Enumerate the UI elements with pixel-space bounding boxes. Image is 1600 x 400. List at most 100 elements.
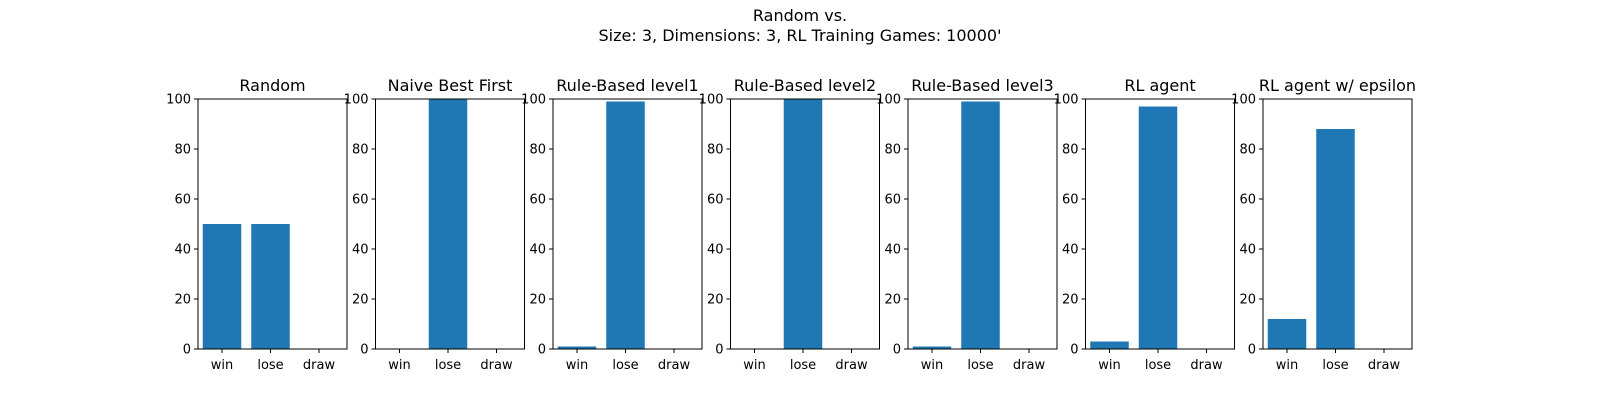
y-tick-label: 80: [352, 143, 369, 158]
subplot-title: Rule-Based level3: [911, 76, 1053, 95]
y-tick-label: 60: [1062, 193, 1079, 208]
y-tick-label: 60: [352, 193, 369, 208]
plot-frame: [552, 98, 703, 350]
bar-lose: [961, 101, 1000, 349]
x-tick-label-lose: lose: [612, 358, 638, 373]
subplot-title: Rule-Based level1: [556, 76, 698, 95]
y-tick-label: 20: [1239, 293, 1256, 308]
subplot-title: RL agent w/ epsilon: [1259, 76, 1416, 95]
bar-win: [557, 346, 597, 349]
x-tick-label-lose: lose: [435, 358, 461, 373]
y-tick-label: 60: [884, 193, 901, 208]
y-tick-label: 80: [884, 143, 901, 158]
y-tick-label: 80: [707, 143, 724, 158]
bar-win: [1090, 341, 1129, 349]
y-tick-label: 80: [1062, 143, 1079, 158]
bar-lose: [783, 99, 823, 349]
plot-frame: [907, 98, 1058, 350]
x-tick-label-win: win: [743, 358, 765, 373]
bar-lose: [606, 101, 645, 349]
y-tick-label: 20: [174, 293, 191, 308]
x-tick-label-draw: draw: [303, 358, 336, 373]
x-tick-label-draw: draw: [1368, 358, 1401, 373]
figure-title-line1: Random vs.: [752, 6, 848, 25]
figure-title-line2: Size: 3, Dimensions: 3, RL Training Game…: [598, 26, 1002, 45]
y-tick-label: 100: [521, 93, 546, 108]
subplot-title: Rule-Based level2: [734, 76, 876, 95]
y-tick-label: 20: [707, 293, 724, 308]
y-tick-label: 100: [1054, 93, 1079, 108]
x-tick-label-win: win: [1098, 358, 1120, 373]
x-tick-label-lose: lose: [1145, 358, 1171, 373]
bar-lose: [251, 224, 290, 349]
y-tick-label: 0: [715, 343, 723, 358]
x-tick-label-lose: lose: [790, 358, 816, 373]
y-tick-label: 80: [529, 143, 546, 158]
x-tick-label-win: win: [388, 358, 410, 373]
y-tick-label: 40: [1239, 243, 1256, 258]
y-tick-label: 0: [360, 343, 368, 358]
y-tick-label: 60: [529, 193, 546, 208]
y-tick-label: 20: [529, 293, 546, 308]
plot-frame: [730, 98, 880, 350]
subplot-title: Naive Best First: [388, 76, 513, 95]
subplot-1: Random 0 20 40 60 80 100 win lose draw: [166, 76, 348, 373]
y-tick-label: 40: [884, 243, 901, 258]
bar-win: [1267, 319, 1307, 349]
y-tick-label: 40: [707, 243, 724, 258]
x-tick-label-lose: lose: [1322, 358, 1348, 373]
x-tick-label-win: win: [1276, 358, 1298, 373]
y-tick-label: 100: [344, 93, 369, 108]
y-tick-label: 20: [884, 293, 901, 308]
y-tick-label: 0: [183, 343, 191, 358]
y-tick-label: 60: [707, 193, 724, 208]
y-tick-label: 0: [1070, 343, 1078, 358]
bar-win: [202, 224, 242, 349]
bar-win: [912, 346, 952, 349]
y-tick-label: 40: [529, 243, 546, 258]
x-tick-label-win: win: [566, 358, 588, 373]
x-tick-label-win: win: [211, 358, 233, 373]
bar-lose: [428, 99, 468, 349]
y-tick-label: 0: [1248, 343, 1256, 358]
y-tick-label: 80: [1239, 143, 1256, 158]
x-tick-label-draw: draw: [835, 358, 868, 373]
x-tick-label-draw: draw: [1013, 358, 1046, 373]
y-tick-label: 100: [699, 93, 724, 108]
y-tick-label: 100: [876, 93, 901, 108]
plot-frame: [375, 98, 525, 350]
y-tick-label: 40: [174, 243, 191, 258]
plot-frame: [1085, 98, 1235, 350]
y-tick-label: 0: [893, 343, 901, 358]
y-tick-label: 100: [166, 93, 191, 108]
y-tick-label: 0: [538, 343, 546, 358]
x-tick-label-draw: draw: [658, 358, 691, 373]
y-tick-label: 20: [1062, 293, 1079, 308]
subplot-7: RL agent w/ epsilon 0 20 40 60 80 100 win lose dr…: [1231, 76, 1416, 373]
bar-lose: [1138, 106, 1178, 349]
subplot-6: RL agent 0 20 40 60 80 100 win lose draw: [1054, 76, 1235, 373]
subplot-title: RL agent: [1124, 76, 1195, 95]
y-tick-label: 80: [174, 143, 191, 158]
y-tick-label: 100: [1231, 93, 1256, 108]
x-tick-label-draw: draw: [480, 358, 513, 373]
x-tick-label-win: win: [921, 358, 943, 373]
subplot-3: Rule-Based level1 0 20 40 60 80 100 win lose draw: [521, 76, 703, 373]
subplot-4: Rule-Based level2 0 20 40 60 80 100 win lose draw: [699, 76, 880, 373]
x-tick-label-lose: lose: [967, 358, 993, 373]
plot-frame: [197, 98, 348, 350]
y-tick-label: 60: [1239, 193, 1256, 208]
y-tick-label: 20: [352, 293, 369, 308]
subplot-title: Random: [239, 76, 305, 95]
subplot-5: Rule-Based level3 0 20 40 60 80 100 win lose draw: [876, 76, 1058, 373]
bar-lose: [1316, 129, 1355, 349]
subplot-2: Naive Best First 0 20 40 60 80 100 win lose draw: [344, 76, 525, 373]
x-tick-label-draw: draw: [1190, 358, 1223, 373]
y-tick-label: 40: [352, 243, 369, 258]
plot-frame: [1262, 98, 1413, 350]
y-tick-label: 60: [174, 193, 191, 208]
figure-title: Random vs. Size: 3, Dimensions: 3, RL Tr…: [0, 6, 1600, 46]
y-tick-label: 40: [1062, 243, 1079, 258]
